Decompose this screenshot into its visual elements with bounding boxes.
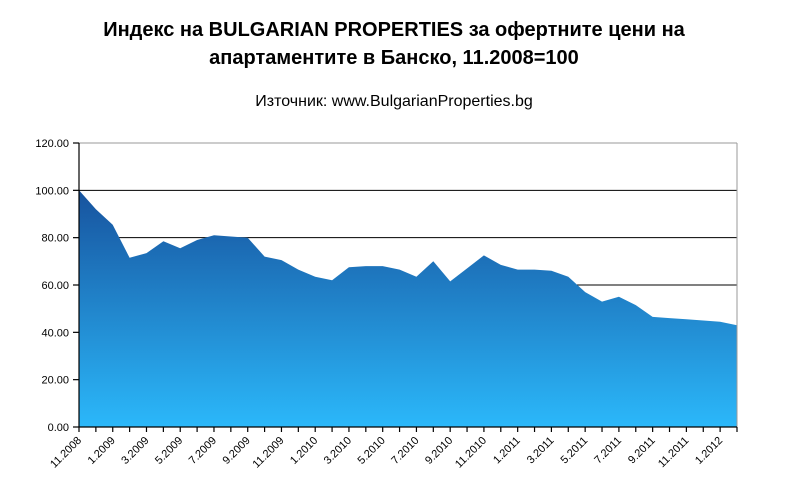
chart-title-line1: Индекс на BULGARIAN PROPERTIES за офертн… <box>103 19 685 41</box>
x-axis-label: 1.2009 <box>86 435 118 467</box>
x-axis-label: 1.2010 <box>288 435 320 467</box>
x-axis-label: 11.2010 <box>453 435 489 471</box>
x-axis-label: 5.2011 <box>559 435 591 467</box>
x-axis-label: 9.2010 <box>423 435 455 467</box>
y-axis-label: 40.00 <box>41 327 69 339</box>
x-axis-label: 11.2008 <box>48 435 84 471</box>
x-axis-label: 11.2009 <box>251 435 287 471</box>
chart-title: Индекс на BULGARIAN PROPERTIES за офертн… <box>0 16 788 72</box>
x-axis-label: 1.2011 <box>491 435 523 467</box>
x-axis-label: 5.2010 <box>356 435 388 467</box>
y-axis-label: 60.00 <box>41 280 69 292</box>
x-axis-label: 7.2009 <box>187 435 219 467</box>
y-axis-label: 0.00 <box>48 422 69 434</box>
y-axis-label: 20.00 <box>41 375 69 387</box>
x-axis-label: 3.2009 <box>119 435 151 467</box>
x-axis-label: 9.2009 <box>221 435 253 467</box>
y-axis-label: 80.00 <box>41 233 69 245</box>
x-axis-label: 11.2011 <box>656 435 691 470</box>
x-axis-label: 7.2010 <box>389 435 421 467</box>
chart-subtitle: Източник: www.BulgarianProperties.bg <box>255 93 533 110</box>
x-axis-label: 9.2011 <box>626 435 658 467</box>
x-axis-label: 3.2010 <box>322 435 354 467</box>
x-axis-label: 1.2012 <box>693 435 725 467</box>
x-axis-label: 7.2011 <box>592 435 624 467</box>
x-axis-label: 5.2009 <box>153 435 185 467</box>
y-axis-label: 120.00 <box>35 138 69 150</box>
chart-title-line2: апартаментите в Банско, 11.2008=100 <box>209 47 579 69</box>
y-axis-label: 100.00 <box>35 185 69 197</box>
x-axis-label: 3.2011 <box>525 435 557 467</box>
area-series <box>79 190 737 427</box>
